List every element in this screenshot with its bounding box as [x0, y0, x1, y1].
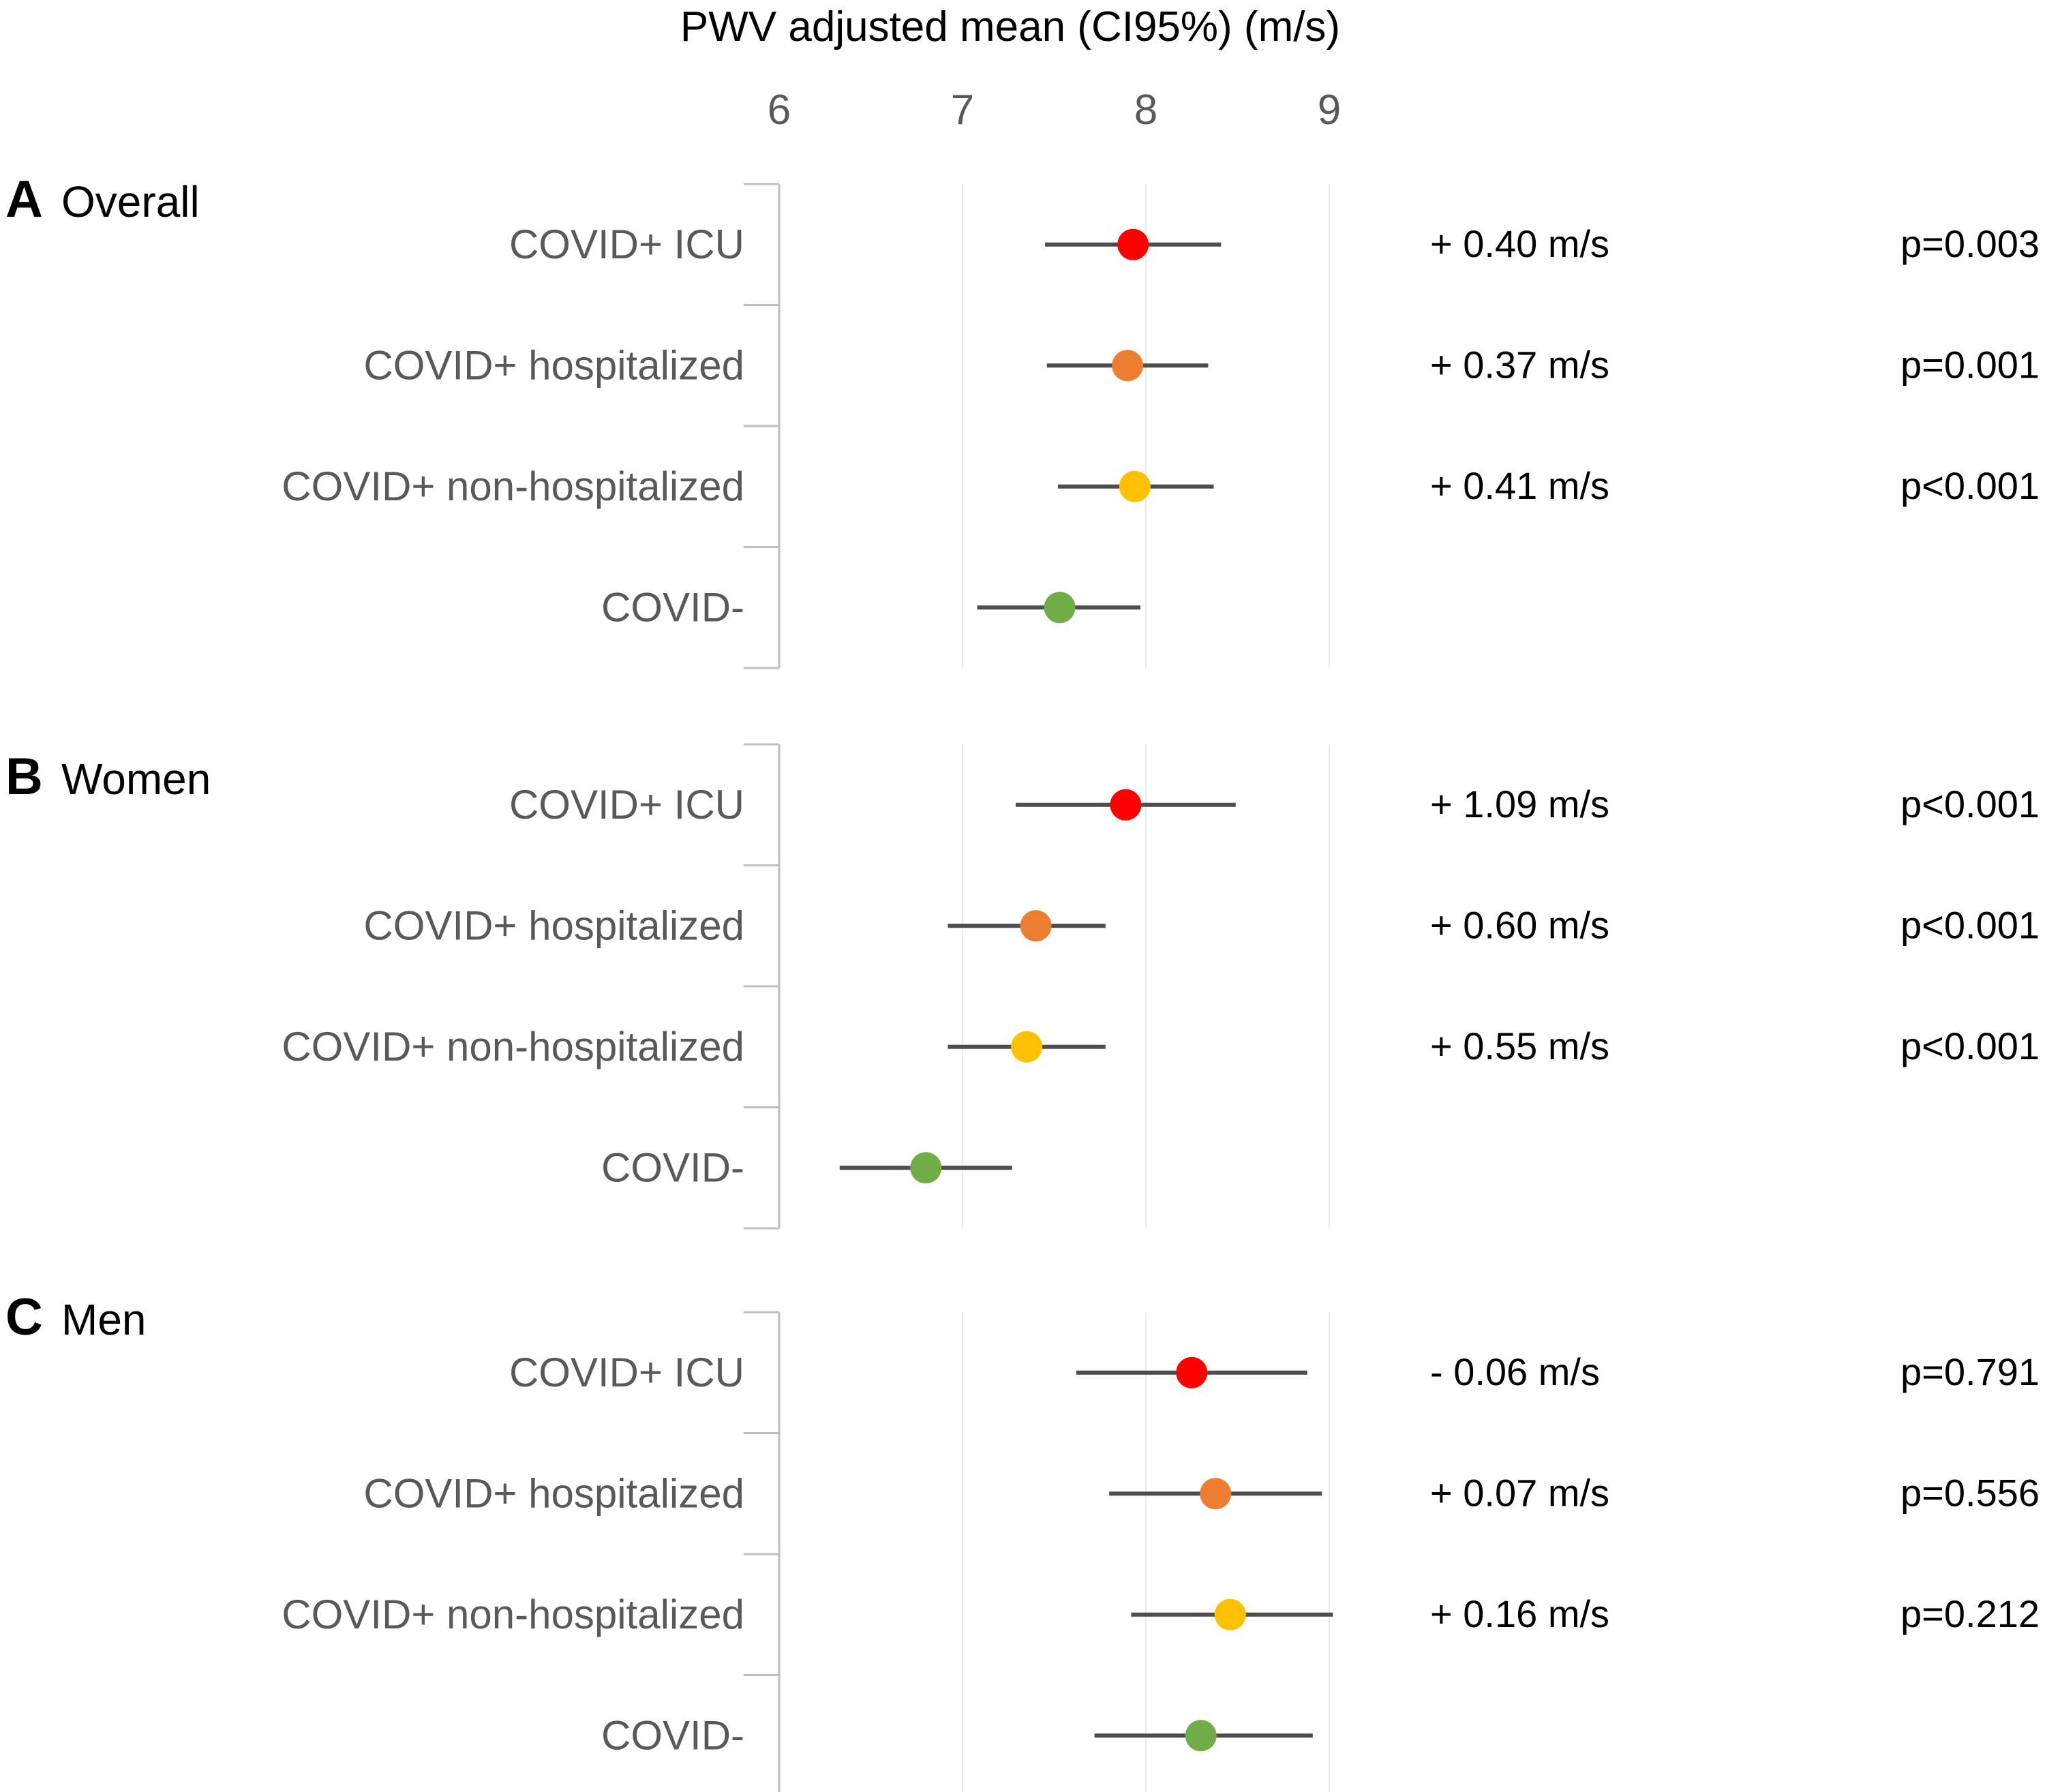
- p-value-label: p=0.791: [1900, 1350, 2040, 1393]
- mean-point: [910, 1152, 942, 1184]
- mean-point: [1110, 789, 1142, 821]
- mean-point: [1044, 592, 1076, 624]
- category-label: COVID+ hospitalized: [363, 1470, 744, 1516]
- mean-point: [1117, 228, 1149, 260]
- category-label: COVID+ non-hospitalized: [282, 464, 744, 509]
- panel-c: C Men COVID+ ICU - 0.06 m/s p=0.791 COVID+ ho…: [5, 1288, 2040, 1792]
- difference-label: + 0.37 m/s: [1430, 343, 1609, 386]
- p-value-label: p=0.001: [1900, 343, 2040, 386]
- p-value-label: p<0.001: [1900, 903, 2040, 946]
- mean-point: [1214, 1598, 1246, 1630]
- difference-label: + 0.41 m/s: [1430, 464, 1609, 507]
- x-tick-label: 8: [1134, 87, 1157, 134]
- category-label: COVID-: [601, 1144, 744, 1190]
- category-label: COVID+ non-hospitalized: [282, 1592, 744, 1637]
- category-label: COVID+ ICU: [509, 222, 744, 267]
- panel-title: Overall: [61, 177, 200, 226]
- panel-a: A Overall COVID+ ICU + 0.40 m/s p=0.003 COVID…: [5, 170, 2040, 669]
- panels: A Overall COVID+ ICU + 0.40 m/s p=0.003 COVID…: [5, 170, 2040, 1792]
- p-value-label: p<0.001: [1900, 1024, 2040, 1067]
- panel-letter: B: [5, 748, 43, 806]
- category-label: COVID-: [601, 584, 744, 630]
- p-value-label: p<0.001: [1900, 783, 2040, 825]
- panel-title: Men: [61, 1295, 147, 1344]
- difference-label: - 0.06 m/s: [1430, 1350, 1600, 1393]
- axis-title: PWV adjusted mean (CI95%) (m/s): [680, 3, 1340, 50]
- category-label: COVID+ non-hospitalized: [282, 1024, 744, 1069]
- panel-letter: A: [5, 170, 43, 228]
- difference-label: + 0.55 m/s: [1430, 1024, 1609, 1067]
- panel-title: Women: [61, 755, 211, 804]
- difference-label: + 0.60 m/s: [1430, 903, 1609, 946]
- p-value-label: p=0.556: [1900, 1471, 2040, 1514]
- category-label: COVID+ ICU: [509, 1350, 744, 1395]
- category-label: COVID+ hospitalized: [363, 902, 744, 948]
- mean-point: [1020, 910, 1052, 942]
- category-label: COVID+ hospitalized: [363, 342, 744, 388]
- mean-point: [1176, 1356, 1208, 1388]
- category-label: COVID+ ICU: [509, 782, 744, 827]
- mean-point: [1200, 1478, 1232, 1510]
- p-value-label: p<0.001: [1900, 464, 2040, 507]
- category-label: COVID-: [601, 1712, 744, 1758]
- difference-label: + 0.07 m/s: [1430, 1471, 1609, 1514]
- panel-b: B Women COVID+ ICU + 1.09 m/s p<0.001 COVID+ …: [5, 743, 2040, 1230]
- p-value-label: p=0.212: [1900, 1592, 2040, 1635]
- mean-point: [1011, 1031, 1043, 1063]
- gridlines: [962, 184, 1330, 1792]
- x-tick-label: 7: [951, 87, 974, 134]
- x-tick-label: 9: [1318, 87, 1341, 134]
- x-tick-labels: 6 7 8 9: [768, 87, 1341, 134]
- p-value-label: p=0.003: [1900, 222, 2040, 265]
- mean-point: [1185, 1720, 1217, 1752]
- difference-label: + 0.16 m/s: [1430, 1592, 1609, 1635]
- difference-label: + 1.09 m/s: [1430, 783, 1609, 825]
- panel-letter: C: [5, 1288, 43, 1346]
- mean-point: [1112, 350, 1144, 382]
- difference-label: + 0.40 m/s: [1430, 222, 1609, 265]
- x-tick-label: 6: [768, 87, 791, 134]
- mean-point: [1119, 470, 1151, 502]
